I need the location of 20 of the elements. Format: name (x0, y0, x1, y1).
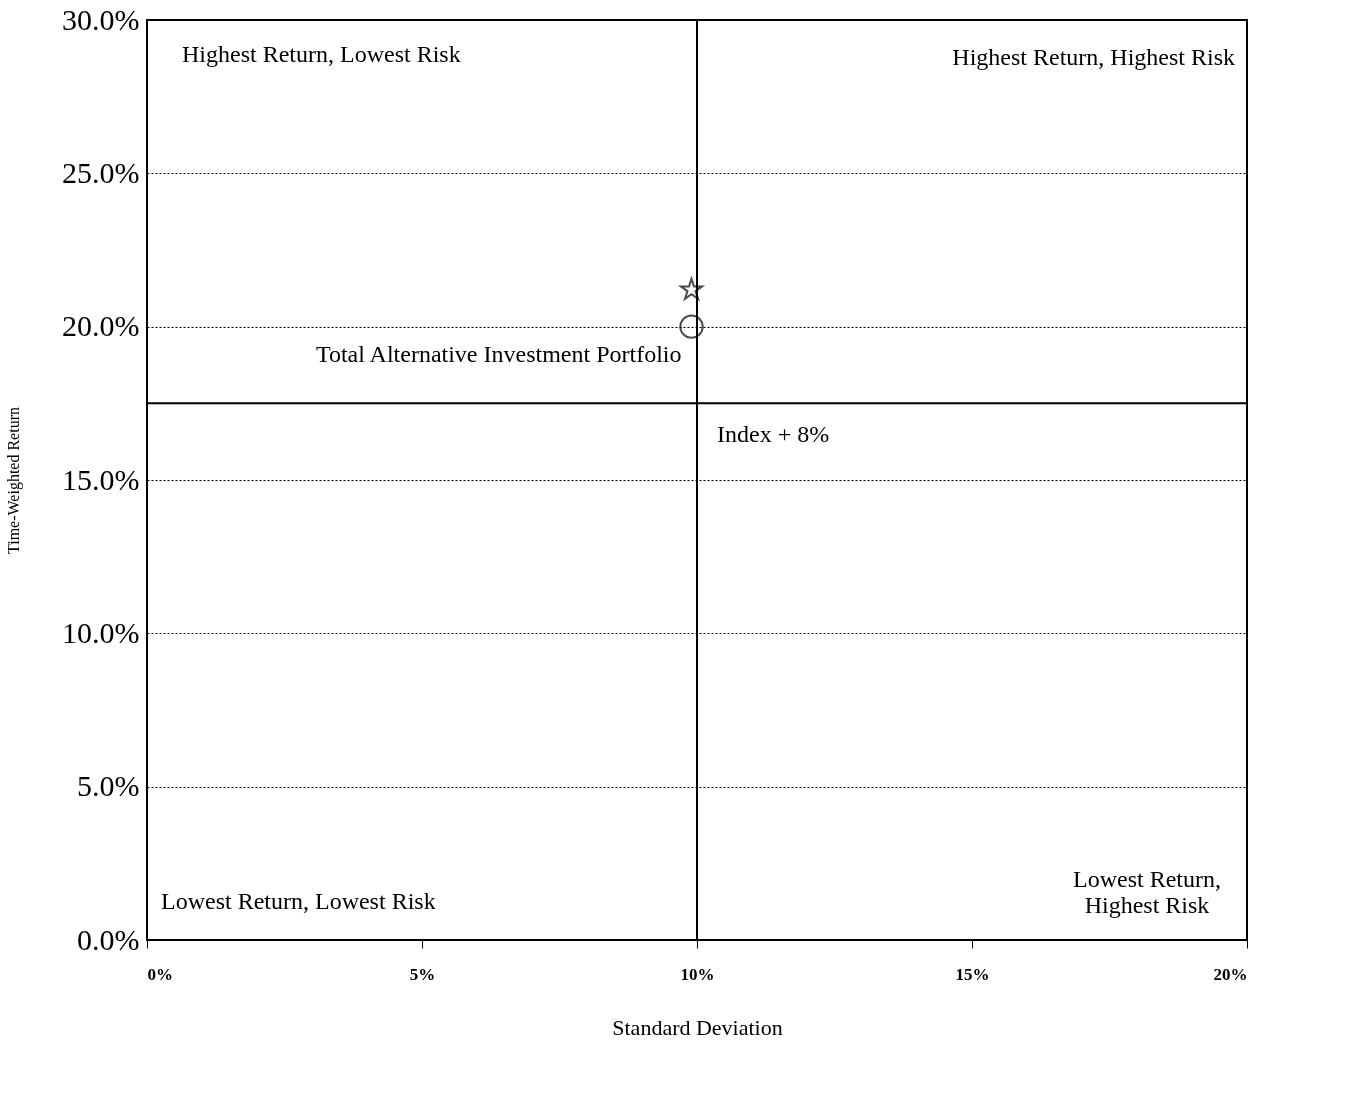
series-label: Total Alternative Investment Portfolio (315, 340, 682, 367)
x-tick-label: 15% (955, 964, 990, 984)
y-tick-label: 20.0% (62, 309, 140, 343)
x-tick-label: 5% (409, 964, 436, 984)
annotation: Lowest Return, Lowest Risk (161, 888, 436, 914)
y-tick-label: 15.0% (62, 462, 140, 496)
annotation: Lowest Return, Highest Risk (1073, 866, 1221, 918)
ref-line-label: Index + 8% (717, 421, 830, 448)
x-tick-label: 0% (147, 964, 173, 984)
annotation: Highest Return, Lowest Risk (182, 41, 461, 67)
y-tick-label: 25.0% (62, 155, 140, 189)
y-axis-title: Time-Weighted Return (5, 407, 24, 554)
y-tick-label: 0.0% (77, 922, 140, 956)
y-tick-label: 5.0% (77, 769, 140, 803)
y-tick-label: 30.0% (62, 2, 140, 36)
x-axis-title: Standard Deviation (612, 1014, 783, 1040)
x-tick-label: 10% (680, 964, 715, 984)
x-tick-label: 20% (1213, 964, 1248, 984)
annotation: Highest Return, Highest Risk (952, 44, 1235, 70)
y-tick-label: 10.0% (62, 615, 140, 649)
